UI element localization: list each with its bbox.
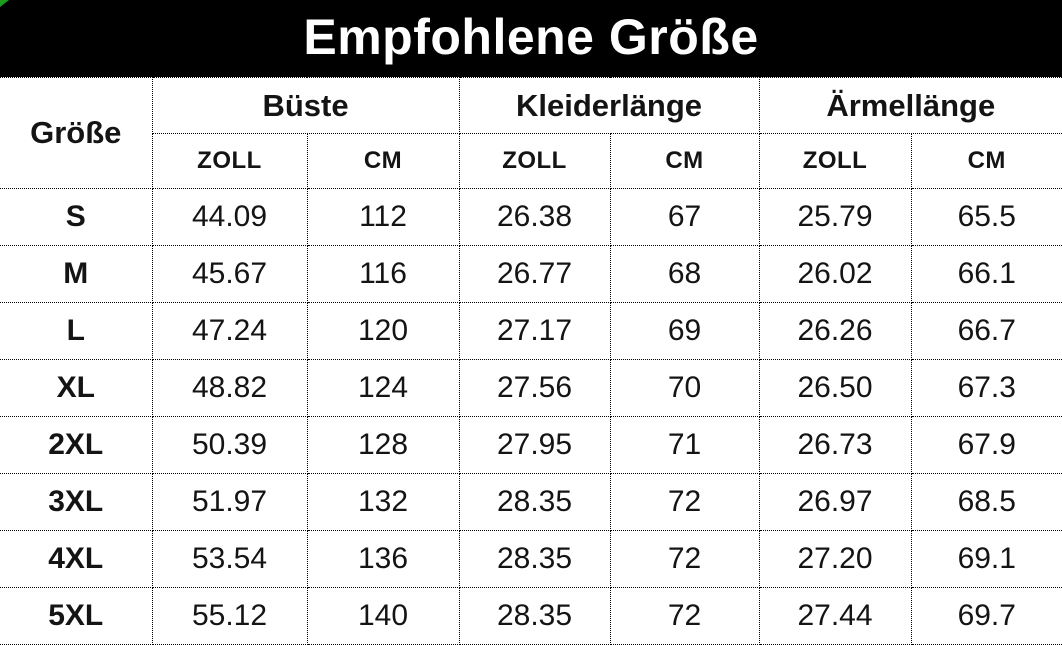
unit-header-dress-inch: ZOLL	[458, 133, 611, 189]
value-cell: 132	[306, 473, 460, 531]
size-label: 4XL	[0, 530, 153, 588]
value-cell: 27.95	[458, 416, 611, 474]
value-cell: 69.7	[910, 587, 1062, 645]
value-cell: 69	[609, 302, 760, 360]
value-cell: 68.5	[910, 473, 1062, 531]
page-title: Empfohlene Größe	[303, 8, 759, 65]
value-cell: 67.9	[910, 416, 1062, 474]
size-chart-table: Größe Büste Kleiderlänge Ärmellänge ZOLL…	[0, 77, 1062, 645]
value-cell: 26.02	[758, 245, 912, 303]
value-cell: 72	[609, 473, 760, 531]
table-row: XL 48.82 124 27.56 70 26.50 67.3	[0, 359, 1062, 417]
value-cell: 67.3	[910, 359, 1062, 417]
value-cell: 72	[609, 587, 760, 645]
title-bar: Empfohlene Größe	[0, 0, 1062, 77]
size-label: 3XL	[0, 473, 153, 531]
value-cell: 70	[609, 359, 760, 417]
value-cell: 67	[609, 188, 760, 246]
table-row: 2XL 50.39 128 27.95 71 26.73 67.9	[0, 416, 1062, 474]
table-row: L 47.24 120 27.17 69 26.26 66.7	[0, 302, 1062, 360]
size-label: M	[0, 245, 153, 303]
value-cell: 65.5	[910, 188, 1062, 246]
table-row: S 44.09 112 26.38 67 25.79 65.5	[0, 188, 1062, 246]
value-cell: 140	[306, 587, 460, 645]
table-row: 3XL 51.97 132 28.35 72 26.97 68.5	[0, 473, 1062, 531]
value-cell: 112	[306, 188, 460, 246]
table-row: 5XL 55.12 140 28.35 72 27.44 69.7	[0, 587, 1062, 645]
value-cell: 26.77	[458, 245, 611, 303]
header-group-row: Größe Büste Kleiderlänge Ärmellänge	[0, 77, 1062, 189]
value-cell: 28.35	[458, 530, 611, 588]
value-cell: 55.12	[151, 587, 308, 645]
value-cell: 120	[306, 302, 460, 360]
value-cell: 71	[609, 416, 760, 474]
size-label: 5XL	[0, 587, 153, 645]
value-cell: 27.20	[758, 530, 912, 588]
value-cell: 66.1	[910, 245, 1062, 303]
table-row: M 45.67 116 26.77 68 26.02 66.1	[0, 245, 1062, 303]
size-label: S	[0, 188, 153, 246]
value-cell: 124	[306, 359, 460, 417]
value-cell: 69.1	[910, 530, 1062, 588]
value-cell: 136	[306, 530, 460, 588]
value-cell: 50.39	[151, 416, 308, 474]
unit-header-bust-cm: CM	[306, 133, 460, 189]
size-label: XL	[0, 359, 153, 417]
size-label: L	[0, 302, 153, 360]
value-cell: 53.54	[151, 530, 308, 588]
value-cell: 27.56	[458, 359, 611, 417]
column-group-bust: Büste	[151, 77, 460, 134]
unit-header-bust-inch: ZOLL	[151, 133, 308, 189]
value-cell: 28.35	[458, 473, 611, 531]
value-cell: 25.79	[758, 188, 912, 246]
value-cell: 26.73	[758, 416, 912, 474]
value-cell: 28.35	[458, 587, 611, 645]
value-cell: 45.67	[151, 245, 308, 303]
unit-header-sleeve-inch: ZOLL	[758, 133, 912, 189]
corner-triangle-icon	[0, 0, 9, 7]
value-cell: 27.44	[758, 587, 912, 645]
unit-header-sleeve-cm: CM	[910, 133, 1062, 189]
value-cell: 51.97	[151, 473, 308, 531]
value-cell: 27.17	[458, 302, 611, 360]
value-cell: 68	[609, 245, 760, 303]
value-cell: 116	[306, 245, 460, 303]
column-header-size: Größe	[0, 77, 153, 189]
size-label: 2XL	[0, 416, 153, 474]
value-cell: 128	[306, 416, 460, 474]
unit-header-dress-cm: CM	[609, 133, 760, 189]
header-unit-row: ZOLL CM ZOLL CM ZOLL CM	[0, 133, 1062, 189]
value-cell: 72	[609, 530, 760, 588]
value-cell: 66.7	[910, 302, 1062, 360]
value-cell: 26.38	[458, 188, 611, 246]
value-cell: 26.97	[758, 473, 912, 531]
value-cell: 48.82	[151, 359, 308, 417]
value-cell: 44.09	[151, 188, 308, 246]
column-group-dress-length: Kleiderlänge	[458, 77, 760, 134]
value-cell: 26.26	[758, 302, 912, 360]
column-group-sleeve-length: Ärmellänge	[758, 77, 1062, 134]
table-row: 4XL 53.54 136 28.35 72 27.20 69.1	[0, 530, 1062, 588]
value-cell: 26.50	[758, 359, 912, 417]
value-cell: 47.24	[151, 302, 308, 360]
